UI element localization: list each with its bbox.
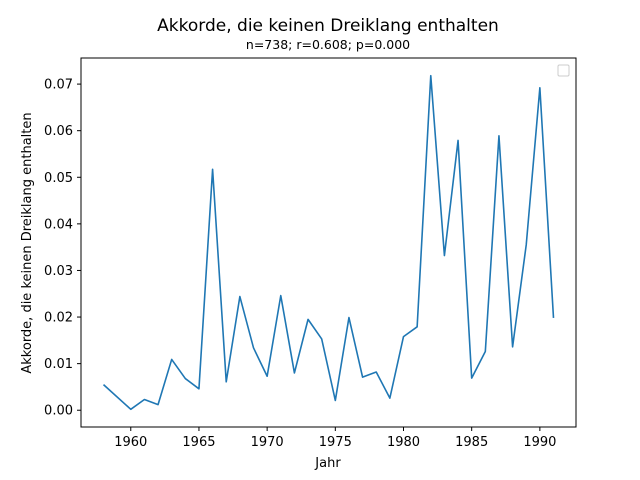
y-tick-label: 0.04 — [44, 217, 73, 232]
legend-box — [557, 64, 570, 77]
series-line — [102, 74, 555, 411]
plot-area — [80, 57, 577, 428]
x-axis: 1960 1965 1970 1975 1980 1985 1990 — [114, 427, 556, 450]
x-tick-label: 1985 — [455, 435, 488, 450]
y-axis-label: Akkorde, die keinen Dreiklang enthalten — [20, 112, 35, 373]
chart-subtitle: n=738; r=0.608; p=0.000 — [246, 37, 410, 52]
x-tick-label: 1970 — [251, 435, 284, 450]
y-tick-label: 0.02 — [44, 311, 73, 326]
x-axis-label: Jahr — [314, 456, 341, 471]
x-tick-label: 1960 — [114, 435, 147, 450]
chart-title: Akkorde, die keinen Dreiklang enthalten — [157, 16, 499, 36]
x-tick-label: 1975 — [319, 435, 352, 450]
plot-frame — [80, 57, 577, 428]
y-tick-label: 0.01 — [44, 357, 73, 372]
y-tick-label: 0.07 — [44, 78, 73, 93]
y-tick-label: 0.03 — [44, 264, 73, 279]
x-tick-label: 1980 — [387, 435, 420, 450]
y-tick-label: 0.06 — [44, 124, 73, 139]
y-tick-label: 0.05 — [44, 171, 73, 186]
y-tick-label: 0.00 — [44, 404, 73, 419]
x-tick-label: 1965 — [182, 435, 215, 450]
y-axis: 0.00 0.01 0.02 0.03 0.04 0.05 0.06 0.07 — [44, 78, 81, 419]
x-tick-label: 1990 — [523, 435, 556, 450]
